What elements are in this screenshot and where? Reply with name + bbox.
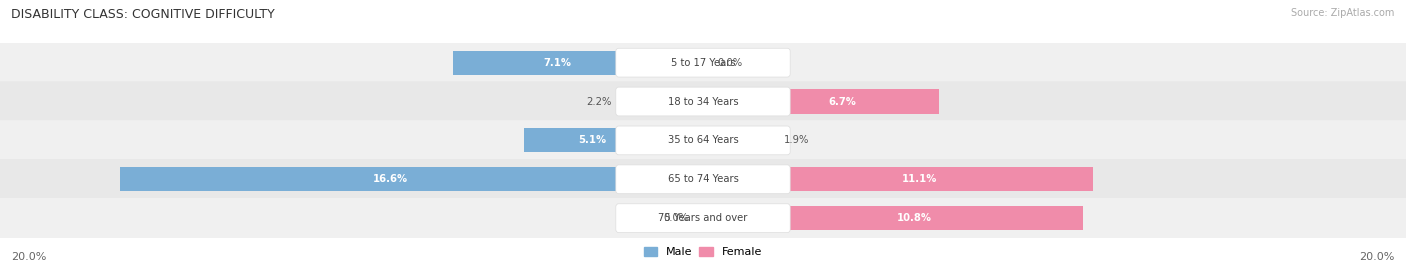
Text: 65 to 74 Years: 65 to 74 Years	[668, 174, 738, 184]
Text: 2.2%: 2.2%	[586, 96, 612, 107]
Text: 20.0%: 20.0%	[1360, 251, 1395, 262]
Text: 35 to 64 Years: 35 to 64 Years	[668, 135, 738, 146]
FancyBboxPatch shape	[616, 48, 790, 77]
Bar	[626, 89, 703, 114]
Text: 10.8%: 10.8%	[897, 213, 931, 223]
FancyBboxPatch shape	[616, 165, 790, 194]
Text: 11.1%: 11.1%	[901, 174, 936, 184]
Bar	[703, 206, 1083, 230]
Text: 1.9%: 1.9%	[785, 135, 810, 146]
FancyBboxPatch shape	[616, 126, 790, 155]
FancyBboxPatch shape	[0, 198, 1406, 238]
Bar	[703, 167, 1094, 191]
Bar	[703, 128, 770, 153]
Bar	[524, 128, 703, 153]
Bar	[454, 50, 703, 75]
Bar	[703, 89, 939, 114]
Text: DISABILITY CLASS: COGNITIVE DIFFICULTY: DISABILITY CLASS: COGNITIVE DIFFICULTY	[11, 8, 276, 21]
Text: 0.0%: 0.0%	[717, 58, 742, 68]
FancyBboxPatch shape	[0, 120, 1406, 161]
Text: 0.0%: 0.0%	[664, 213, 689, 223]
FancyBboxPatch shape	[0, 81, 1406, 122]
Text: 7.1%: 7.1%	[543, 58, 571, 68]
Bar	[120, 167, 703, 191]
Text: 75 Years and over: 75 Years and over	[658, 213, 748, 223]
Text: 6.7%: 6.7%	[828, 96, 856, 107]
Text: 5.1%: 5.1%	[578, 135, 606, 146]
FancyBboxPatch shape	[0, 159, 1406, 200]
FancyBboxPatch shape	[616, 204, 790, 232]
Text: Source: ZipAtlas.com: Source: ZipAtlas.com	[1291, 8, 1395, 18]
Text: 20.0%: 20.0%	[11, 251, 46, 262]
FancyBboxPatch shape	[616, 87, 790, 116]
Text: 5 to 17 Years: 5 to 17 Years	[671, 58, 735, 68]
Legend: Male, Female: Male, Female	[640, 242, 766, 262]
Text: 16.6%: 16.6%	[373, 174, 408, 184]
FancyBboxPatch shape	[0, 42, 1406, 83]
Text: 18 to 34 Years: 18 to 34 Years	[668, 96, 738, 107]
